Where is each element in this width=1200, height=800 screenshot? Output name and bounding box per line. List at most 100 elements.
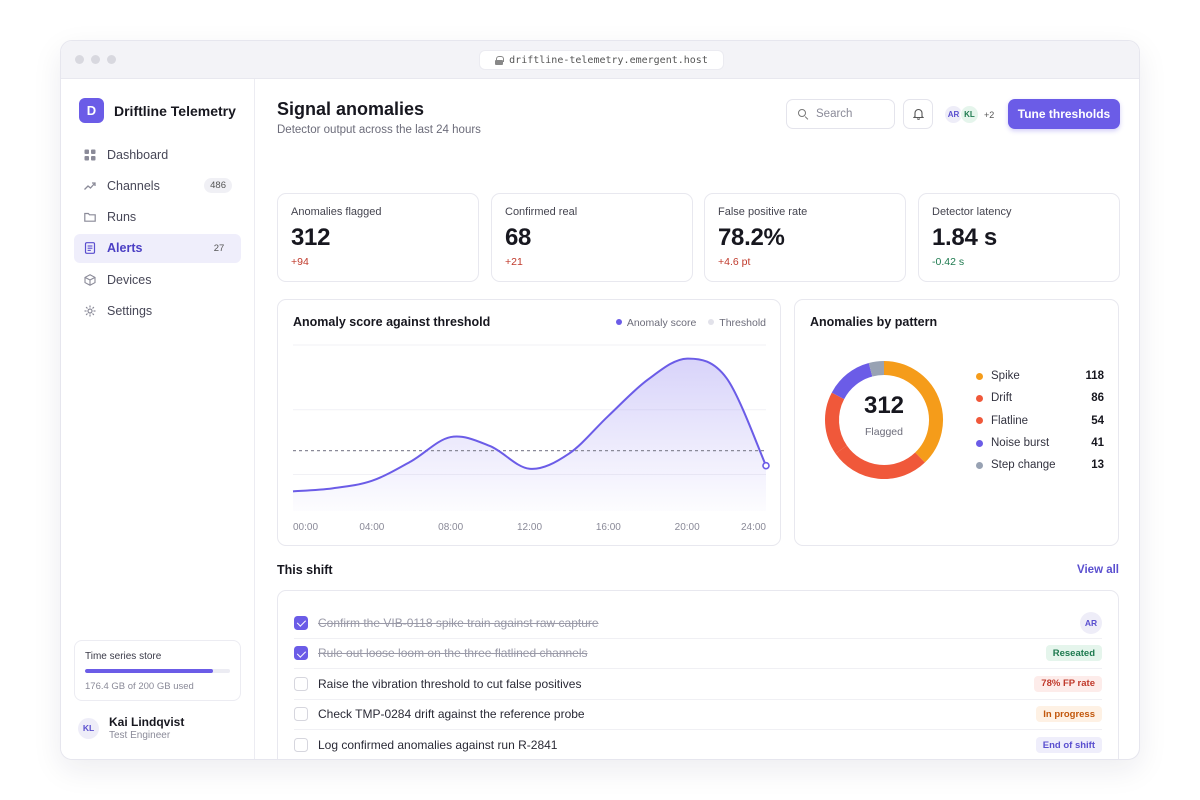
task-row[interactable]: Log confirmed anomalies against run R-28… [294, 730, 1102, 759]
x-tick-label: 16:00 [596, 522, 621, 533]
assignee-avatar: AR [1080, 611, 1102, 634]
sidebar-item-label: Channels [107, 178, 160, 193]
legend-label: Step change [991, 459, 1056, 472]
donut-center-value: 312 [863, 392, 905, 419]
legend-label: Spike [991, 370, 1020, 383]
sidebar-item-channels[interactable]: Channels 486 [74, 171, 241, 200]
anomaly-score-card: Anomaly score against threshold Anomaly … [277, 299, 781, 546]
status-badge: End of shift [1035, 737, 1102, 754]
notifications-button[interactable] [903, 99, 933, 129]
x-tick-label: 04:00 [359, 522, 384, 533]
folder-icon [84, 212, 96, 222]
task-checkbox[interactable] [294, 615, 308, 630]
sidebar-item-devices[interactable]: Devices [74, 265, 241, 294]
search-input[interactable]: Search [786, 99, 895, 129]
sidebar-item-label: Settings [107, 303, 153, 318]
task-checkbox[interactable] [294, 738, 308, 753]
task-text: Raise the vibration threshold to cut fal… [318, 676, 582, 691]
browser-titlebar: driftline-telemetry.emergent.host [61, 41, 1139, 79]
collaborator-avatars[interactable]: AR KL +2 [944, 105, 994, 124]
anomaly-score-area [293, 358, 766, 511]
cube-icon [84, 273, 96, 286]
status-badge: In progress [1036, 706, 1102, 723]
task-checkbox[interactable] [294, 707, 308, 722]
view-all-link[interactable]: View all [1077, 564, 1119, 576]
legend-item-drift: Drift 86 [976, 387, 1104, 409]
x-tick-label: 20:00 [675, 522, 700, 533]
task-text: Log confirmed anomalies against run R-28… [318, 738, 558, 753]
task-row[interactable]: Confirm the VIB-0118 spike train against… [294, 608, 1102, 639]
legend-item-flatline: Flatline 54 [976, 410, 1104, 432]
task-row[interactable]: Raise the vibration threshold to cut fal… [294, 669, 1102, 700]
legend-label: Drift [991, 392, 1013, 405]
task-text: Confirm the VIB-0118 spike train against… [318, 615, 599, 630]
kpi-delta: +21 [505, 256, 523, 268]
user-profile[interactable]: KL Kai Lindqvist Test Engineer [78, 715, 184, 741]
main-content: Signal anomalies Detector output across … [255, 79, 1139, 759]
count-badge: 27 [213, 242, 225, 254]
maximize-dot[interactable] [107, 55, 116, 64]
user-name: Kai Lindqvist [109, 715, 185, 729]
x-tick-label: 24:00 [741, 522, 766, 533]
legend-label: Flatline [991, 414, 1029, 427]
tune-thresholds-button[interactable]: Tune thresholds [1008, 99, 1120, 129]
count-badge: 486 [204, 178, 232, 194]
kpi-delta: +94 [291, 256, 309, 268]
sidebar-item-label: Alerts [107, 241, 143, 256]
legend-item-step-change: Step change 13 [976, 454, 1104, 476]
minimize-dot[interactable] [91, 55, 100, 64]
legend-item-anomaly-score: Anomaly score [615, 317, 696, 329]
kpi-label: False positive rate [718, 206, 808, 218]
legend-swatch [976, 417, 983, 425]
kpi-card-false-positive-rate: False positive rate 78.2% +4.6 pt [704, 193, 906, 282]
sidebar-item-runs[interactable]: Runs [74, 203, 241, 232]
status-badge: 78% FP rate [1034, 675, 1102, 692]
page-subtitle: Detector output across the last 24 hours [277, 124, 481, 136]
donut-slice-spike [883, 361, 943, 463]
task-row[interactable]: Rule out loose loom on the three flatlin… [294, 639, 1102, 669]
sidebar: D Driftline Telemetry Dashboard Channels… [61, 79, 255, 759]
kpi-value: 68 [505, 224, 532, 251]
storage-progress-bar [85, 669, 230, 673]
trend-icon [84, 182, 96, 190]
lock-icon [495, 55, 505, 65]
sidebar-item-label: Devices [107, 272, 152, 287]
search-icon [798, 109, 808, 119]
legend-item-spike: Spike 118 [976, 365, 1104, 387]
avatar: KL [960, 105, 979, 124]
chart-title: Anomaly score against threshold [293, 315, 491, 329]
sidebar-item-settings[interactable]: Settings [74, 296, 241, 325]
more-collaborators-count: +2 [984, 109, 995, 120]
legend-value: 86 [1091, 392, 1104, 405]
window-controls [75, 55, 116, 64]
donut-slice-flatline [825, 392, 848, 454]
legend-label: Noise burst [991, 437, 1050, 450]
brand[interactable]: D Driftline Telemetry [79, 98, 236, 123]
brand-name: Driftline Telemetry [114, 102, 236, 119]
task-text: Check TMP-0284 drift against the referen… [318, 707, 585, 722]
close-dot[interactable] [75, 55, 84, 64]
sidebar-item-alerts[interactable]: Alerts 27 [74, 233, 241, 263]
legend-swatch [976, 461, 983, 469]
sidebar-item-dashboard[interactable]: Dashboard [74, 140, 241, 169]
storage-progress-fill [85, 669, 213, 673]
task-row[interactable]: Check TMP-0284 drift against the referen… [294, 700, 1102, 730]
status-badge: Reseated [1045, 645, 1102, 662]
kpi-card-confirmed-real: Confirmed real 68 +21 [491, 193, 693, 282]
task-list: Confirm the VIB-0118 spike train against… [277, 590, 1119, 759]
task-checkbox[interactable] [294, 676, 308, 691]
donut-slice-drift [835, 445, 925, 479]
kpi-card-anomalies-flagged: Anomalies flagged 312 +94 [277, 193, 479, 282]
sidebar-item-label: Dashboard [107, 147, 169, 162]
task-checkbox[interactable] [294, 646, 308, 661]
avatar: AR [944, 105, 963, 124]
brand-logo: D [79, 98, 104, 123]
section-title: This shift [277, 563, 333, 577]
kpi-value: 312 [291, 224, 331, 251]
anomaly-score-line [292, 357, 767, 493]
gear-icon [84, 305, 96, 317]
address-bar[interactable]: driftline-telemetry.emergent.host [479, 50, 724, 70]
legend-item-noise-burst: Noise burst 41 [976, 432, 1104, 454]
bell-icon [912, 108, 924, 120]
line-end-point [762, 461, 770, 470]
